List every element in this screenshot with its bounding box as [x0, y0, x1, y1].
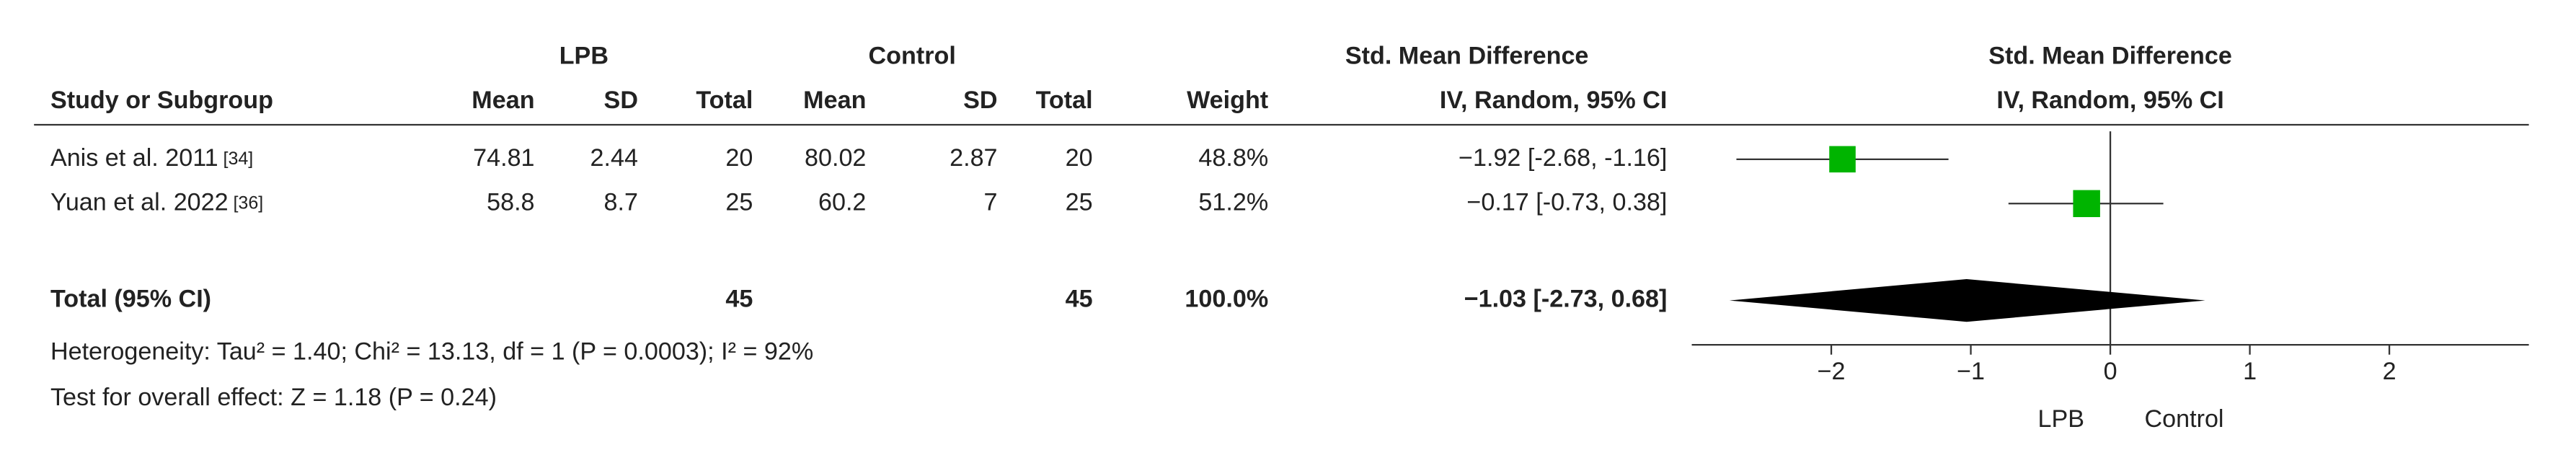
overall-effect: Test for overall effect: Z = 1.18 (P = 0… [50, 384, 497, 411]
x-tick-label: 2 [2383, 358, 2396, 385]
pooled-diamond [1729, 279, 2205, 322]
study-ref: [34] [223, 148, 253, 168]
column-header: Total [1036, 87, 1093, 114]
study-label: Anis et al. 2011 [50, 144, 218, 172]
cell: 7 [984, 188, 998, 216]
study-name: Anis et al. 2011 [34] [50, 144, 253, 172]
group-header: LPB [559, 43, 608, 70]
cell: 45 [725, 286, 753, 313]
cell: 8.7 [604, 188, 638, 216]
cell: 20 [725, 144, 753, 172]
group-header: Control [869, 43, 956, 70]
study-ref: [36] [233, 193, 263, 213]
favours-label: LPB [2038, 405, 2085, 433]
cell: 80.02 [805, 144, 866, 172]
cell: 58.8 [487, 188, 534, 216]
x-tick-label: −2 [1818, 358, 1846, 385]
cell: −1.03 [-2.73, 0.68] [1464, 286, 1668, 313]
x-tick-label: 0 [2104, 358, 2117, 385]
group-header: Std. Mean Difference [1345, 43, 1589, 70]
heterogeneity: Heterogeneity: Tau² = 1.40; Chi² = 13.13… [50, 338, 813, 365]
effect-marker [1829, 146, 1856, 173]
total-label: Total (95% CI) [50, 286, 211, 313]
x-tick-label: −1 [1957, 358, 1985, 385]
column-header: SD [963, 87, 997, 114]
cell: 51.2% [1198, 188, 1268, 216]
favours-label: Control [2145, 405, 2224, 433]
column-header: SD [604, 87, 638, 114]
cell: 45 [1066, 286, 1093, 313]
cell: 100.0% [1185, 286, 1268, 313]
column-header: Mean [472, 87, 534, 114]
x-tick-label: 1 [2243, 358, 2257, 385]
column-header: Total [696, 87, 753, 114]
column-header: Mean [803, 87, 866, 114]
cell: 60.2 [818, 188, 866, 216]
column-header: Weight [1187, 87, 1268, 114]
column-header: IV, Random, 95% CI [1440, 87, 1667, 114]
cell: −1.92 [-2.68, -1.16] [1459, 144, 1667, 172]
effect-marker [2073, 190, 2100, 218]
study-label: Yuan et al. 2022 [50, 188, 229, 216]
cell: 25 [1066, 188, 1093, 216]
cell: 74.81 [473, 144, 534, 172]
cell: −0.17 [-0.73, 0.38] [1466, 188, 1667, 216]
group-header: Std. Mean Difference [1988, 43, 2232, 70]
cell: 25 [725, 188, 753, 216]
cell: 20 [1066, 144, 1093, 172]
column-header: Study or Subgroup [50, 87, 273, 114]
study-name: Yuan et al. 2022 [36] [50, 188, 263, 216]
cell: 2.44 [590, 144, 638, 172]
cell: 48.8% [1198, 144, 1268, 172]
plot-subtitle: IV, Random, 95% CI [1996, 87, 2223, 114]
cell: 2.87 [950, 144, 997, 172]
